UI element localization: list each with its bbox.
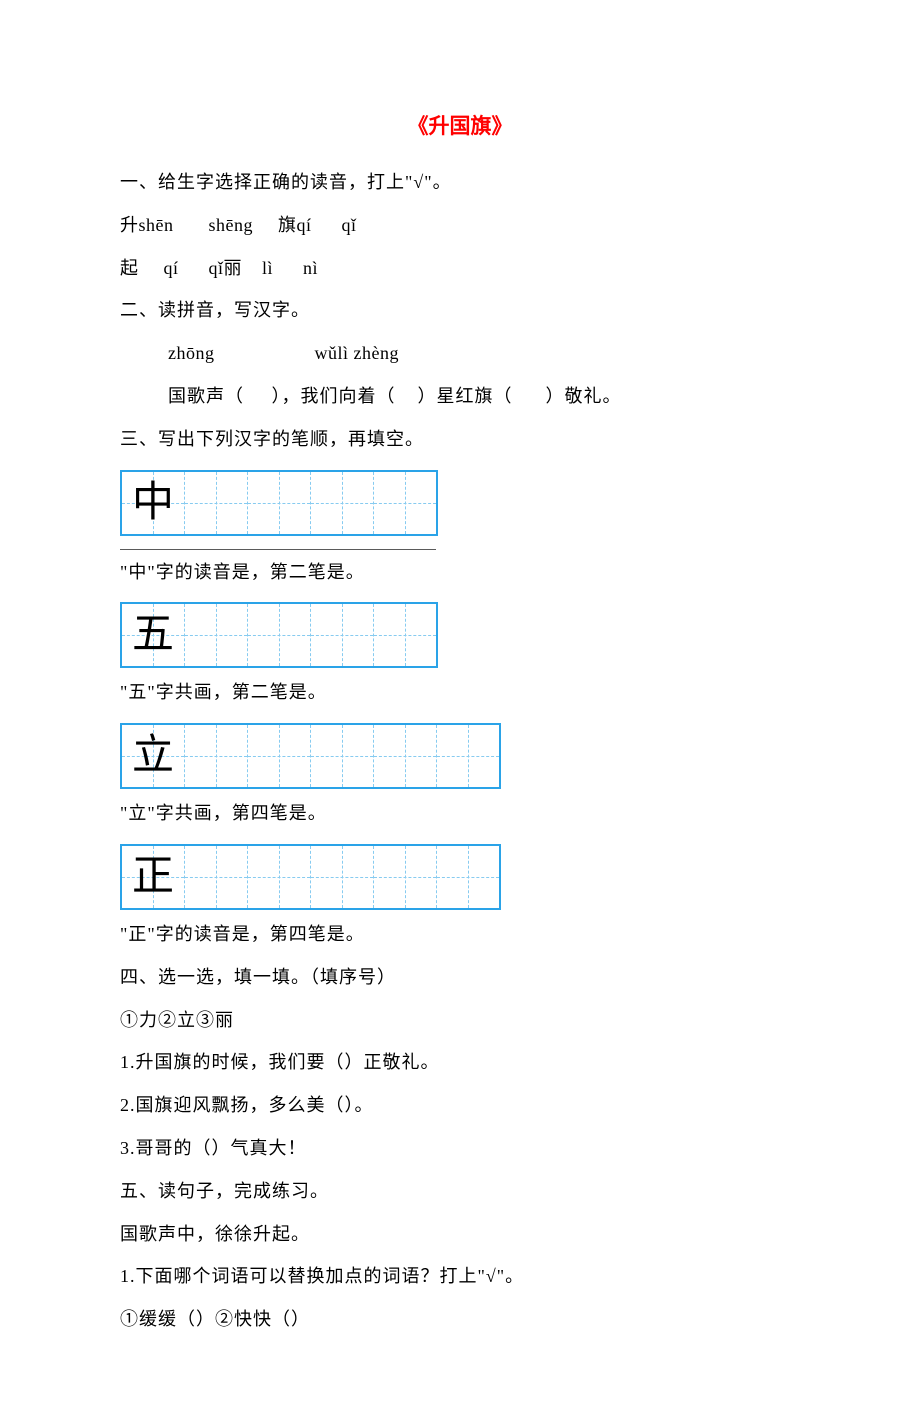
grid-char: 五 <box>132 614 174 656</box>
q3-heading: 三、写出下列汉字的笔顺，再填空。 <box>120 425 800 454</box>
q1-l2-c: qǐ丽 <box>209 258 243 278</box>
q1-l1-a: 升shēn <box>120 215 174 235</box>
q1-l1-d: qǐ <box>342 215 357 235</box>
q2-pinyin2: wǔlì zhèng <box>315 343 399 363</box>
q2-sd: ）敬礼。 <box>546 386 622 406</box>
q5-sub1: 1.下面哪个词语可以替换加点的词语？打上"√"。 <box>120 1262 800 1291</box>
grid-char: 正 <box>132 856 174 898</box>
q4-heading: 四、选一选，填一填。（填序号） <box>120 963 800 992</box>
char-cell[interactable] <box>185 472 248 534</box>
char-cell[interactable] <box>311 725 374 787</box>
char-cell: 五 <box>122 604 185 666</box>
q3-desc-li: "立"字共画，第四笔是。 <box>120 799 800 828</box>
char-cell: 中 <box>122 472 185 534</box>
q5-sub1-opts: ①缓缓（）②快快（） <box>120 1305 800 1334</box>
stroke-grid-zheng: 正 <box>120 844 501 910</box>
grid-char: 中 <box>132 482 174 524</box>
q1-line1: 升shēn shēng 旗qí qǐ <box>120 211 800 240</box>
q4-item3: 3.哥哥的（）气真大！ <box>120 1134 800 1163</box>
char-cell[interactable] <box>248 604 311 666</box>
char-cell[interactable] <box>437 846 499 908</box>
stroke-grid-li: 立 <box>120 723 501 789</box>
q1-heading: 一、给生字选择正确的读音，打上"√"。 <box>120 168 800 197</box>
char-cell[interactable] <box>248 846 311 908</box>
page-title: 《升国旗》 <box>120 110 800 140</box>
char-cell[interactable] <box>374 846 437 908</box>
q2-pinyin-row: zhōng wǔlì zhèng <box>120 339 800 368</box>
q2-sc: ）星红旗（ <box>418 386 513 406</box>
char-cell[interactable] <box>374 472 436 534</box>
grid-char: 立 <box>132 735 174 777</box>
char-cell[interactable] <box>185 604 248 666</box>
q2-heading: 二、读拼音，写汉字。 <box>120 296 800 325</box>
q1-l1-b: shēng <box>209 215 254 235</box>
char-cell[interactable] <box>311 472 374 534</box>
char-cell[interactable] <box>185 725 248 787</box>
char-cell[interactable] <box>311 846 374 908</box>
q5-heading: 五、读句子，完成练习。 <box>120 1177 800 1206</box>
grid-underline <box>120 548 436 550</box>
q1-l2-a: 起 <box>120 258 139 278</box>
q2-pinyin1: zhōng <box>168 343 215 363</box>
q4-options: ①力②立③丽 <box>120 1006 800 1035</box>
q1-line2: 起 qí qǐ丽 lì nì <box>120 254 800 283</box>
char-cell[interactable] <box>311 604 374 666</box>
q1-l2-d: lì <box>262 258 273 278</box>
char-cell[interactable] <box>374 604 436 666</box>
q3-desc-zheng: "正"字的读音是，第四笔是。 <box>120 920 800 949</box>
q3-desc-zhong: "中"字的读音是，第二笔是。 <box>120 558 800 587</box>
stroke-grid-wu: 五 <box>120 602 438 668</box>
char-cell[interactable] <box>248 472 311 534</box>
q4-item2: 2.国旗迎风飘扬，多么美（）。 <box>120 1091 800 1120</box>
q1-l2-b: qí <box>164 258 179 278</box>
q2-sentence: 国歌声（ ），我们向着（ ）星红旗（ ）敬礼。 <box>120 382 800 411</box>
q1-l1-c: 旗qí <box>278 215 312 235</box>
char-cell: 正 <box>122 846 185 908</box>
char-cell[interactable] <box>437 725 499 787</box>
q2-sa: 国歌声（ <box>168 386 244 406</box>
worksheet-page: 《升国旗》 一、给生字选择正确的读音，打上"√"。 升shēn shēng 旗q… <box>0 0 920 1408</box>
q3-desc-wu: "五"字共画，第二笔是。 <box>120 678 800 707</box>
stroke-grid-zhong: 中 <box>120 470 438 536</box>
q5-sentence: 国歌声中，徐徐升起。 <box>120 1220 800 1249</box>
q1-l2-e: nì <box>303 258 318 278</box>
char-cell[interactable] <box>248 725 311 787</box>
char-cell: 立 <box>122 725 185 787</box>
char-cell[interactable] <box>185 846 248 908</box>
char-cell[interactable] <box>374 725 437 787</box>
q4-item1: 1.升国旗的时候，我们要（）正敬礼。 <box>120 1048 800 1077</box>
q2-sb: ），我们向着（ <box>272 386 396 406</box>
